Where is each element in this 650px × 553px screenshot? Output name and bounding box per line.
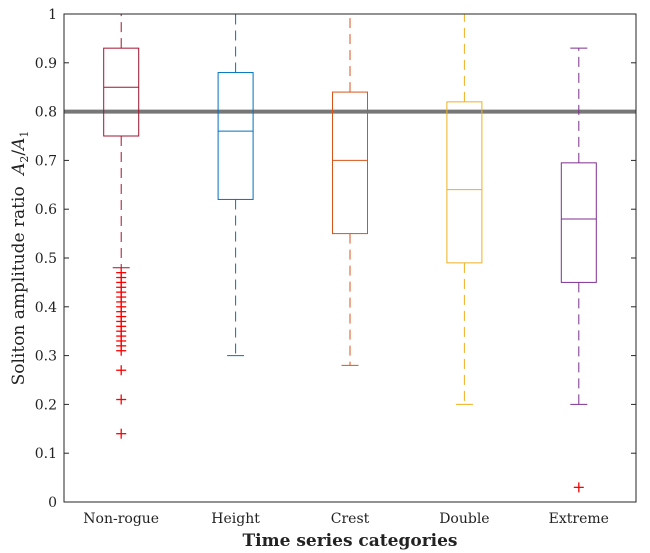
y-axis-title-text: Soliton amplitude ratio (9, 186, 29, 385)
box-group-extreme (560, 47, 597, 493)
y-axis-title-numerator: A (9, 163, 29, 177)
x-tick-label: Extreme (549, 511, 609, 527)
y-tick-label: 0.7 (35, 153, 57, 169)
y-tick-label: 0.3 (35, 349, 57, 365)
x-axis-title: Time series categories (243, 531, 458, 551)
y-tick-label: 0.5 (35, 251, 57, 267)
box-group-non-rogue (103, 13, 140, 439)
y-ticks: 0 0.1 0.2 0.3 0.4 0.5 0.6 0.7 0.8 0.9 1 (35, 7, 636, 511)
x-tick-label: Height (211, 511, 260, 527)
outlier-marker (116, 428, 127, 439)
y-axis-title: Soliton amplitude ratio A2/A1 (9, 131, 31, 386)
y-tick-label: 1 (48, 7, 57, 23)
iqr-box (446, 101, 483, 264)
y-tick-label: 0.4 (35, 300, 57, 316)
box-group-double (446, 13, 483, 405)
iqr-box (332, 91, 368, 235)
iqr-box (103, 47, 140, 137)
y-axis-title-slash: / (9, 150, 29, 156)
plot-frame (63, 13, 637, 503)
y-tick-label: 0.1 (35, 446, 57, 462)
y-tick-label: 0.2 (35, 397, 57, 413)
y-axis-title-sub2: 2 (18, 156, 31, 163)
y-tick-label: 0 (48, 495, 57, 511)
x-tick-label: Non-rogue (83, 511, 159, 527)
boxes-layer (103, 13, 597, 493)
iqr-box (217, 72, 254, 200)
x-tick-label: Crest (331, 511, 370, 527)
y-axis-title-sub1: 1 (18, 131, 31, 138)
x-tick-label: Double (439, 511, 489, 527)
box-group-crest (332, 13, 368, 366)
outlier-marker (573, 482, 584, 493)
y-tick-label: 0.9 (35, 56, 57, 72)
outlier-marker (116, 394, 127, 405)
outlier-marker (116, 365, 127, 376)
x-tick-labels: Non-rogue Height Crest Double Extreme (83, 511, 609, 527)
y-axis-title-denominator: A (9, 138, 29, 152)
y-tick-label: 0.6 (35, 202, 57, 218)
box-group-height (217, 13, 254, 357)
y-tick-label: 0.8 (35, 105, 57, 121)
iqr-box (560, 162, 597, 283)
outlier-marker (116, 345, 127, 356)
